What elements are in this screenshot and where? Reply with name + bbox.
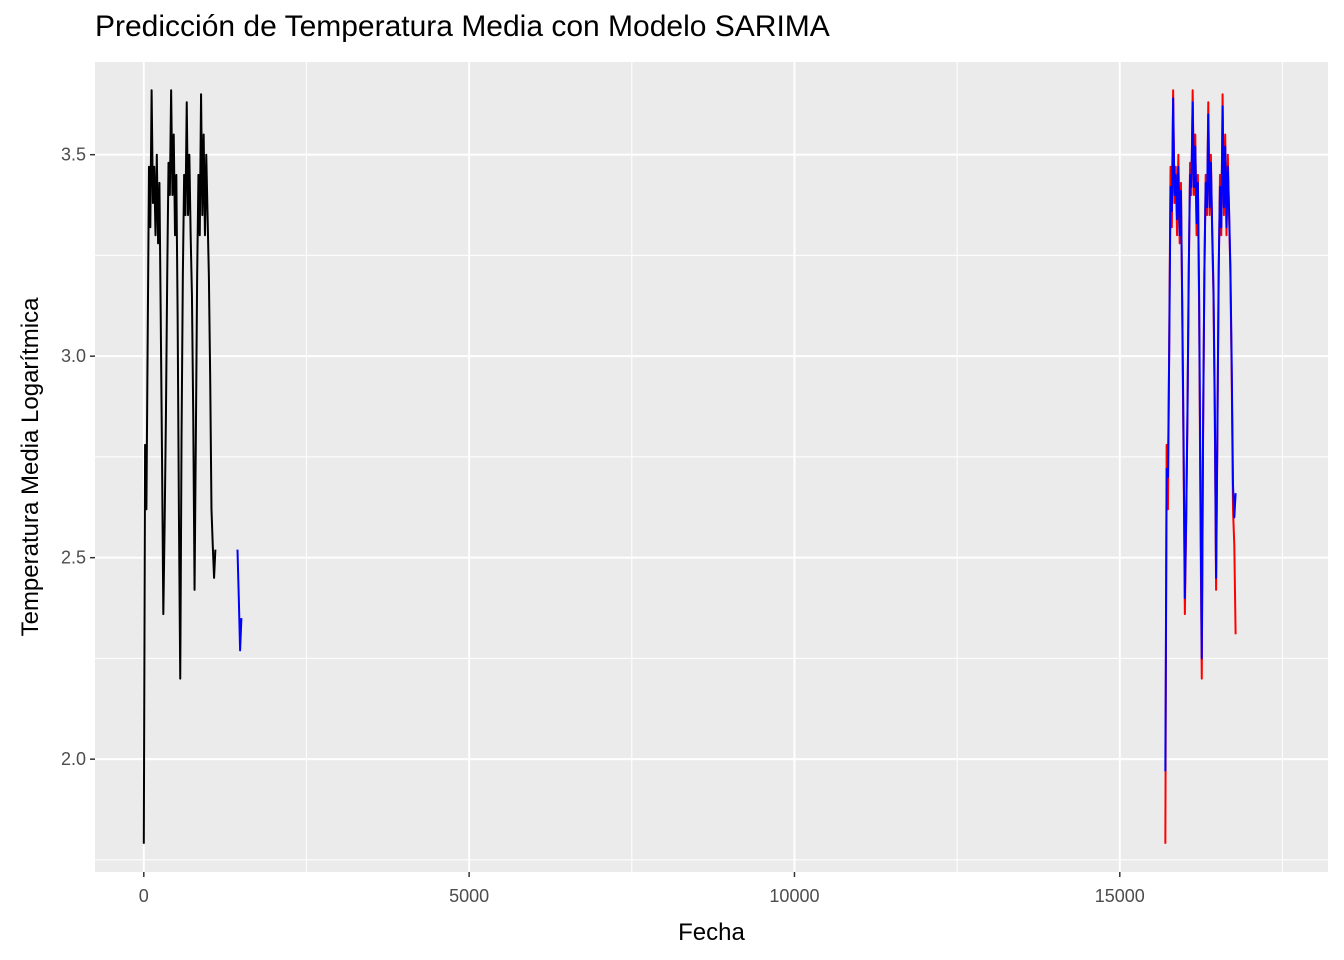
- y-tick-label: 2.0: [61, 749, 86, 769]
- chart-title: Predicción de Temperatura Media con Mode…: [95, 10, 830, 43]
- x-tick-label: 15000: [1095, 886, 1145, 906]
- y-axis: 2.0 2.5 3.0 3.5: [61, 145, 95, 769]
- x-axis-title: Fecha: [678, 919, 745, 946]
- y-tick-label: 3.5: [61, 145, 86, 165]
- x-axis: 0 5000 10000 15000: [139, 872, 1145, 906]
- series-line-1: [142, 89, 217, 844]
- y-axis-title: Temperatura Media Logarítmica: [17, 297, 44, 636]
- x-tick-label: 10000: [769, 886, 819, 906]
- x-tick-label: 5000: [449, 886, 489, 906]
- grid-major: [95, 62, 1328, 872]
- x-tick-label: 0: [139, 886, 149, 906]
- plot-panel: [95, 62, 1328, 872]
- grid-minor: [95, 62, 1328, 872]
- series-line-4: [1164, 97, 1237, 772]
- series-line-2: [236, 549, 243, 652]
- y-tick-label: 2.5: [61, 548, 86, 568]
- series-layer: [142, 89, 1237, 844]
- y-tick-label: 3.0: [61, 346, 86, 366]
